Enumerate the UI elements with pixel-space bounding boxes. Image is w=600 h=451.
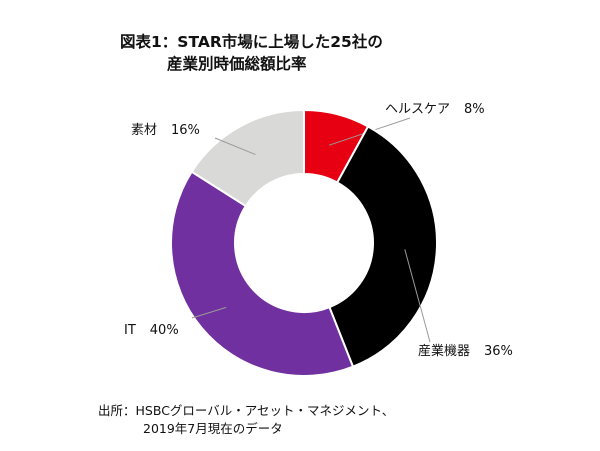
slice-label-name: IT xyxy=(124,323,136,338)
slice-3 xyxy=(190,108,305,208)
slice-label-value: 40% xyxy=(150,323,179,338)
slice-1 xyxy=(328,125,438,368)
slice-label-value: 8% xyxy=(464,102,485,117)
chart-title-line-1: 図表1：STAR市場に上場した25社の xyxy=(120,33,383,51)
slice-label-name: 産業機器 xyxy=(418,343,470,359)
chart-title-line-2: 産業別時価総額比率 xyxy=(167,55,307,73)
slice-2 xyxy=(170,170,355,377)
leader-line-1 xyxy=(404,249,431,343)
slice-label-0: ヘルスケア 8% xyxy=(385,102,485,117)
leader-line-2 xyxy=(191,306,227,319)
leader-line-3 xyxy=(214,137,256,155)
slice-label-value: 16% xyxy=(171,123,200,138)
source-line-2: 2019年7月現在のデータ xyxy=(143,421,283,436)
slice-label-2: IT 40% xyxy=(124,323,179,338)
slice-label-name: ヘルスケア xyxy=(385,102,450,117)
source-line-1: 出所：HSBCグローバル・アセット・マネジメント、 xyxy=(98,403,395,418)
slice-label-1: 産業機器 36% xyxy=(418,343,513,359)
slice-label-name: 素材 xyxy=(131,123,157,138)
source-note: 出所：HSBCグローバル・アセット・マネジメント、 2019年7月現在のデータ xyxy=(98,402,394,438)
slice-label-value: 36% xyxy=(484,344,513,359)
slice-label-3: 素材 16% xyxy=(131,123,200,138)
